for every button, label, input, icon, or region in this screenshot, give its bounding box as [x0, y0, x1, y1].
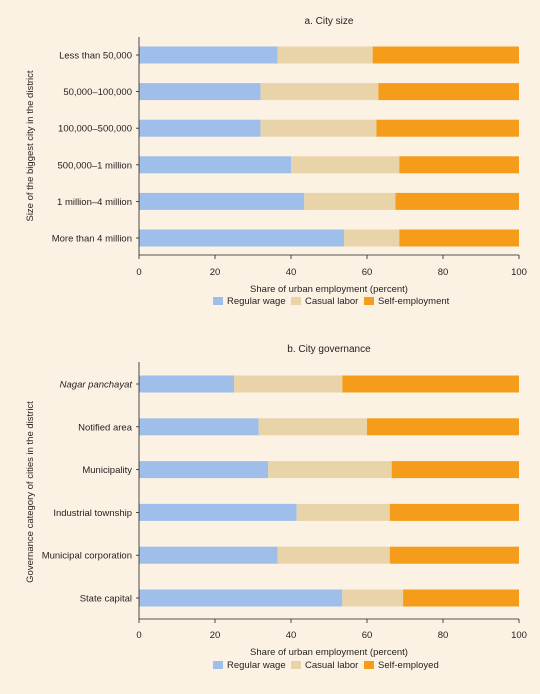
bar-self-employed-0	[342, 375, 519, 393]
bar-regular-wage-3	[139, 156, 291, 174]
category-label: Municipal corporation	[42, 551, 132, 562]
x-tick-label: 100	[511, 630, 527, 641]
bar-self-employed-4	[389, 546, 519, 564]
bar-casual-labor-2	[260, 119, 377, 137]
legend-label: Casual labor	[305, 660, 358, 671]
x-tick-label: 0	[136, 630, 141, 641]
legend-swatch	[364, 297, 374, 305]
bar-self-employment-4	[395, 192, 519, 210]
bar-regular-wage-4	[139, 546, 278, 564]
bar-casual-labor-5	[344, 229, 400, 247]
bar-self-employed-5	[403, 589, 519, 607]
bar-self-employed-1	[367, 418, 519, 436]
bar-casual-labor-0	[234, 375, 343, 393]
category-label: Industrial township	[53, 508, 132, 519]
category-label: 1 million–4 million	[57, 197, 132, 208]
bar-casual-labor-4	[304, 192, 396, 210]
bar-self-employment-5	[399, 229, 519, 247]
bar-self-employment-2	[376, 119, 519, 137]
bar-self-employed-2	[391, 461, 519, 479]
bar-regular-wage-2	[139, 119, 261, 137]
legend-swatch	[364, 661, 374, 669]
bar-regular-wage-5	[139, 229, 345, 247]
y-axis-label: Governance category of cities in the dis…	[25, 401, 36, 583]
legend-swatch	[213, 297, 223, 305]
legend-label: Regular wage	[227, 296, 286, 307]
x-axis-label: Share of urban employment (percent)	[250, 647, 408, 658]
x-axis-label: Share of urban employment (percent)	[250, 284, 408, 295]
bar-casual-labor-3	[296, 503, 390, 521]
bar-regular-wage-0	[139, 375, 234, 393]
chart-title: b. City governance	[287, 344, 371, 355]
bar-casual-labor-1	[260, 83, 379, 101]
x-tick-label: 20	[210, 630, 221, 641]
bar-self-employment-3	[399, 156, 519, 174]
x-tick-label: 20	[210, 267, 221, 278]
y-axis-label: Size of the biggest city in the district	[25, 70, 36, 221]
chart-title: a. City size	[305, 16, 354, 27]
legend-swatch	[291, 661, 301, 669]
x-tick-label: 100	[511, 267, 527, 278]
bar-regular-wage-1	[139, 418, 259, 436]
bar-self-employment-1	[378, 83, 519, 101]
bar-regular-wage-4	[139, 192, 305, 210]
legend-swatch	[213, 661, 223, 669]
category-label: 500,000–1 million	[58, 160, 132, 171]
bar-self-employment-0	[372, 46, 519, 64]
bar-casual-labor-1	[258, 418, 367, 436]
category-label: More than 4 million	[52, 234, 132, 245]
legend-swatch	[291, 297, 301, 305]
x-tick-label: 80	[438, 267, 449, 278]
x-tick-label: 80	[438, 630, 449, 641]
legend-label: Regular wage	[227, 660, 286, 671]
bar-regular-wage-1	[139, 83, 261, 101]
legend-label: Self-employment	[378, 296, 450, 307]
chart-panel-0: a. City size Size of the biggest city in …	[25, 16, 527, 307]
legend-label: Casual labor	[305, 296, 358, 307]
bar-casual-labor-5	[342, 589, 404, 607]
bar-casual-labor-3	[291, 156, 400, 174]
x-tick-label: 60	[362, 267, 373, 278]
bar-regular-wage-5	[139, 589, 343, 607]
bar-regular-wage-2	[139, 461, 269, 479]
legend-label: Self-employed	[378, 660, 439, 671]
chart-panel-1: b. City governance Governance category of…	[25, 344, 527, 671]
bar-casual-labor-0	[277, 46, 373, 64]
x-tick-label: 60	[362, 630, 373, 641]
category-label: Nagar panchayat	[60, 380, 133, 391]
x-tick-label: 0	[136, 267, 141, 278]
category-label: Municipality	[82, 465, 132, 476]
bar-regular-wage-3	[139, 503, 297, 521]
category-label: State capital	[80, 594, 132, 605]
bar-self-employed-3	[389, 503, 519, 521]
category-label: 100,000–500,000	[58, 124, 132, 135]
category-label: Notified area	[78, 422, 133, 433]
bar-casual-labor-2	[268, 461, 392, 479]
category-label: Less than 50,000	[59, 51, 132, 62]
x-tick-label: 40	[286, 630, 297, 641]
x-tick-label: 40	[286, 267, 297, 278]
bar-regular-wage-0	[139, 46, 278, 64]
category-label: 50,000–100,000	[63, 87, 132, 98]
bar-casual-labor-4	[277, 546, 390, 564]
